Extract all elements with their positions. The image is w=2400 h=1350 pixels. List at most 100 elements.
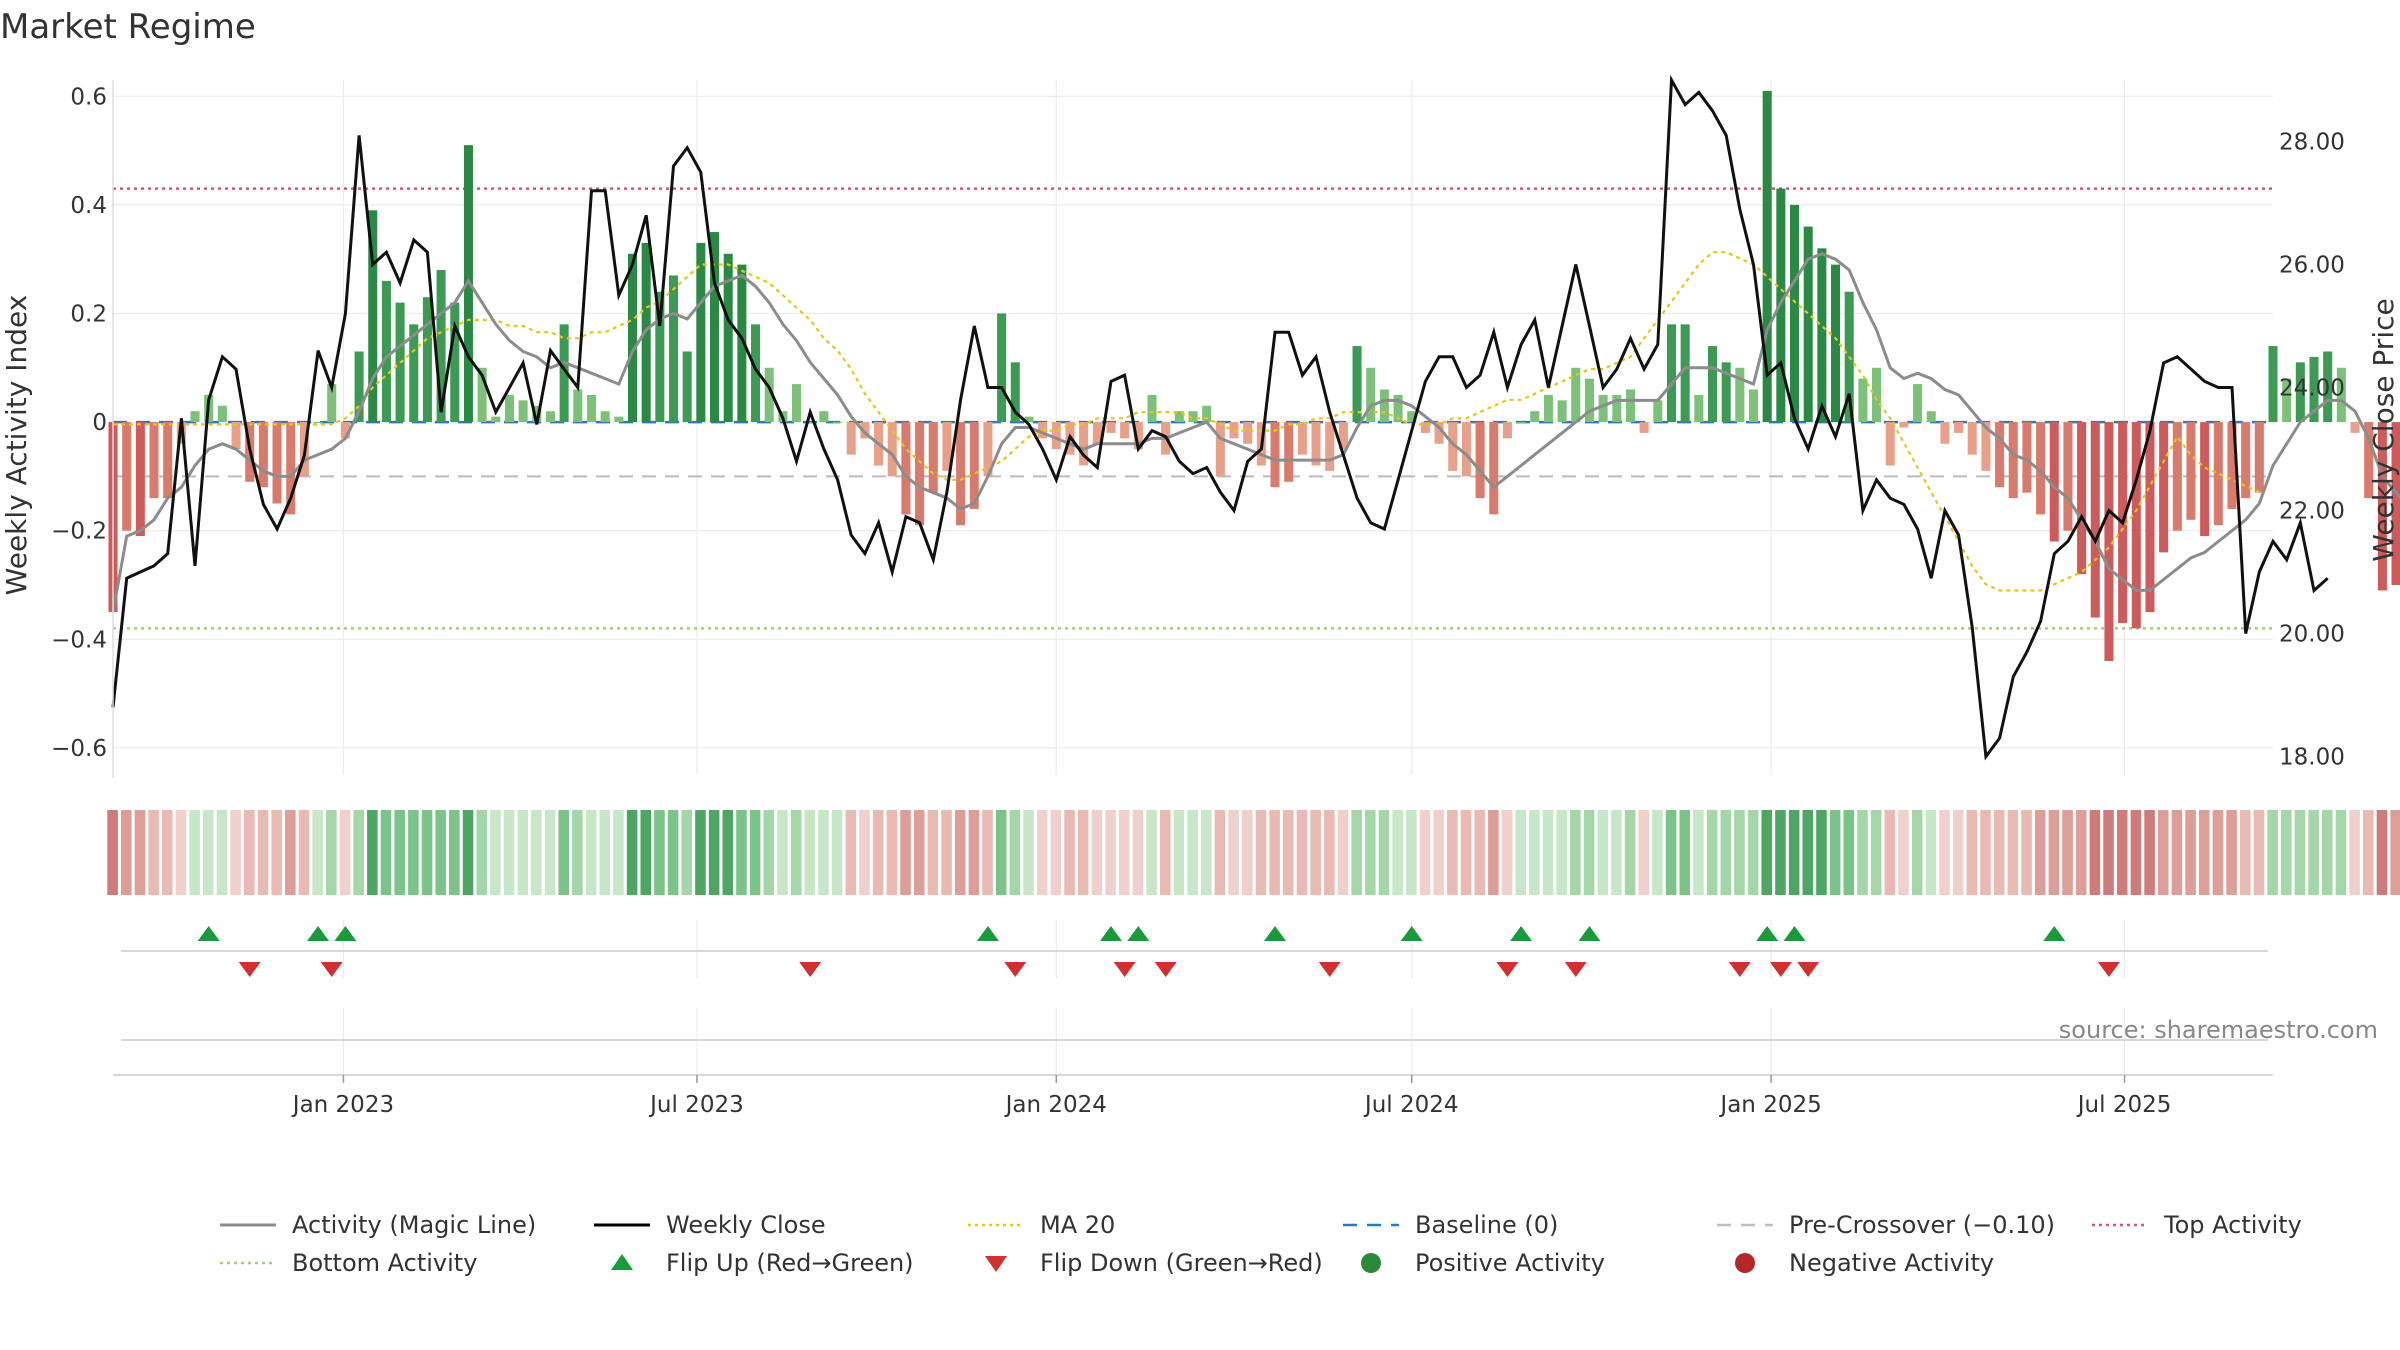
x-tick-label: Jan 2024 (1004, 1092, 1107, 1118)
activity-bar (2145, 422, 2155, 613)
regime-cell (1624, 810, 1636, 895)
legend-item: MA 20 (968, 1211, 1115, 1239)
regime-cell (216, 810, 228, 895)
activity-bar (135, 422, 145, 537)
activity-bar (1817, 248, 1827, 423)
regime-cell (1857, 810, 1868, 895)
activity-bar (2254, 422, 2264, 493)
regime-cell (1242, 810, 1253, 895)
regime-cell (1788, 810, 1800, 895)
regime-cell (1515, 810, 1526, 895)
activity-bar (1393, 394, 1403, 423)
activity-bar (805, 422, 815, 424)
regime-cell (1324, 810, 1335, 895)
regime-cell (900, 810, 911, 895)
activity-bar (1024, 416, 1034, 423)
regime-cell (1583, 810, 1595, 895)
regime-cell (408, 810, 419, 895)
regime-cell (367, 810, 378, 895)
activity-bar (1243, 422, 1253, 444)
regime-cell (763, 810, 775, 895)
x-tick-label: Jul 2023 (648, 1092, 744, 1118)
regime-cell (1009, 810, 1021, 895)
flip-up-marker (1127, 926, 1150, 941)
activity-bar (1762, 90, 1772, 423)
activity-bar (573, 389, 583, 423)
legend-label: Negative Activity (1789, 1249, 1994, 1277)
activity-bar (1407, 411, 1417, 423)
activity-bar (2104, 422, 2114, 661)
y-left-tick-label: −0.6 (51, 736, 107, 762)
flip-down-marker (2097, 962, 2120, 977)
activity-bar (2336, 367, 2346, 423)
chart-title: Market Regime (0, 7, 256, 47)
regime-cell (2034, 810, 2046, 895)
regime-cell (2212, 810, 2224, 895)
regime-cell (1337, 810, 1349, 895)
activity-bar (2391, 422, 2400, 585)
activity-bar (286, 422, 296, 515)
activity-bar (2295, 362, 2305, 423)
activity-bar (1995, 422, 2005, 488)
regime-cell (120, 810, 132, 895)
regime-cell (1269, 810, 1280, 895)
activity-bar (655, 291, 665, 423)
activity-bar (1051, 422, 1061, 450)
activity-bar (2049, 422, 2059, 542)
regime-cell (1488, 810, 1499, 895)
activity-bar (1448, 422, 1458, 471)
legend-item: Weekly Close (594, 1211, 826, 1239)
regime-cell (326, 810, 337, 895)
flip-down-marker (1154, 962, 1177, 977)
regime-cell (831, 810, 843, 895)
regime-cell (2335, 810, 2347, 895)
regime-cell (1884, 810, 1896, 895)
regime-cell (1734, 810, 1745, 895)
y-left-tick-label: 0.6 (70, 84, 107, 110)
regime-cell (1911, 810, 1923, 895)
regime-cell (2198, 810, 2210, 895)
activity-bar (1489, 422, 1499, 515)
activity-bar (2282, 378, 2292, 423)
activity-bar (1352, 346, 1362, 423)
regime-cell (1597, 810, 1609, 895)
activity-bar (2172, 422, 2182, 531)
activity-bar (2186, 422, 2196, 520)
activity-bar (1598, 394, 1608, 423)
legend-label: Baseline (0) (1415, 1211, 1558, 1239)
regime-cell (2239, 810, 2251, 895)
activity-bar (1010, 362, 1020, 423)
regime-cell (681, 810, 693, 895)
activity-bar (600, 411, 610, 423)
activity-bar (217, 405, 227, 423)
regime-cell (1542, 810, 1554, 895)
regime-cell (1228, 810, 1239, 895)
regime-cell (585, 810, 597, 895)
regime-cell (1406, 810, 1417, 895)
activity-bar (1502, 422, 1512, 439)
activity-bar (2077, 422, 2087, 575)
activity-bar (381, 280, 391, 423)
activity-bar (2350, 422, 2360, 433)
legend-label: Activity (Magic Line) (292, 1211, 536, 1239)
regime-cell (1023, 810, 1034, 895)
activity-bar (1379, 389, 1389, 423)
legend-label: Weekly Close (666, 1211, 826, 1239)
regime-cell (2376, 810, 2388, 895)
regime-cell (1365, 810, 1376, 895)
activity-bar (928, 422, 938, 493)
regime-cell (134, 810, 146, 895)
regime-cell (2280, 810, 2292, 895)
y-axis-left: 0.6 0.4 0.2 0 −0.2 −0.4 −0.6 (51, 80, 114, 778)
regime-cell (1474, 810, 1485, 895)
activity-bar (833, 422, 843, 424)
regime-cell (982, 810, 993, 895)
activity-bar (409, 324, 419, 423)
regime-cell (298, 810, 310, 895)
activity-bar (1858, 378, 1868, 423)
regime-cell (1187, 810, 1198, 895)
activity-bar (1516, 422, 1526, 424)
activity-bar (1147, 394, 1157, 423)
legend-item: Flip Down (Green→Red) (985, 1249, 1323, 1277)
regime-cell (640, 810, 652, 895)
